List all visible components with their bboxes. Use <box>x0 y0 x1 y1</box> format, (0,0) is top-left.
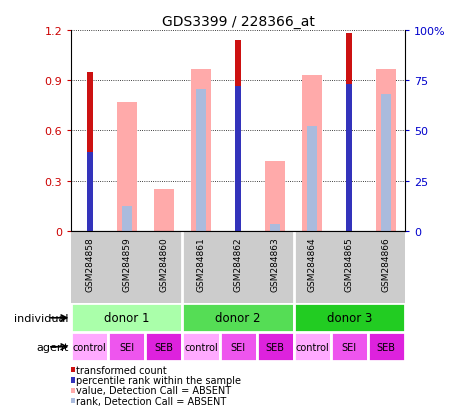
Title: GDS3399 / 228366_at: GDS3399 / 228366_at <box>161 14 314 28</box>
Bar <box>145 332 182 361</box>
Text: rank, Detection Call = ABSENT: rank, Detection Call = ABSENT <box>76 396 226 406</box>
Text: GSM284863: GSM284863 <box>270 237 279 292</box>
Bar <box>346 34 352 231</box>
Bar <box>87 153 93 231</box>
Text: value, Detection Call = ABSENT: value, Detection Call = ABSENT <box>76 385 231 395</box>
Text: donor 2: donor 2 <box>215 311 260 325</box>
Bar <box>71 304 182 332</box>
Text: GSM284865: GSM284865 <box>344 237 353 292</box>
Bar <box>269 225 280 231</box>
Bar <box>293 332 330 361</box>
Bar <box>182 332 219 361</box>
Bar <box>196 90 206 231</box>
Text: GSM284866: GSM284866 <box>381 237 390 292</box>
Text: control: control <box>295 342 328 352</box>
Bar <box>190 69 211 231</box>
Bar <box>301 76 322 231</box>
Text: donor 3: donor 3 <box>326 311 371 325</box>
Bar <box>293 304 404 332</box>
Bar <box>381 95 391 231</box>
Bar <box>375 69 396 231</box>
Text: GSM284861: GSM284861 <box>196 237 205 292</box>
Bar <box>71 332 108 361</box>
Bar <box>122 206 132 231</box>
Text: GSM284862: GSM284862 <box>233 237 242 292</box>
Bar <box>346 85 352 231</box>
Bar <box>153 190 174 231</box>
Text: SEI: SEI <box>119 342 134 352</box>
Bar <box>235 41 241 231</box>
Text: SEB: SEB <box>265 342 284 352</box>
Text: percentile rank within the sample: percentile rank within the sample <box>76 375 241 385</box>
Text: GSM284859: GSM284859 <box>122 237 131 292</box>
Bar <box>235 87 241 231</box>
Text: individual: individual <box>15 313 69 323</box>
Bar <box>108 332 145 361</box>
Text: SEB: SEB <box>154 342 173 352</box>
Bar <box>307 127 317 231</box>
Bar <box>117 103 137 231</box>
Text: GSM284858: GSM284858 <box>85 237 94 292</box>
Bar <box>330 332 367 361</box>
Text: SEB: SEB <box>376 342 395 352</box>
Text: transformed count: transformed count <box>76 365 167 375</box>
Text: SEI: SEI <box>341 342 356 352</box>
Text: agent: agent <box>37 342 69 352</box>
Bar <box>256 332 293 361</box>
Bar <box>219 332 256 361</box>
Bar <box>182 304 293 332</box>
Text: control: control <box>73 342 106 352</box>
Text: GSM284864: GSM284864 <box>307 237 316 292</box>
Bar <box>87 73 93 231</box>
Text: GSM284860: GSM284860 <box>159 237 168 292</box>
Text: SEI: SEI <box>230 342 245 352</box>
Bar <box>367 332 404 361</box>
Text: donor 1: donor 1 <box>104 311 149 325</box>
Bar <box>264 161 285 231</box>
Text: control: control <box>184 342 218 352</box>
